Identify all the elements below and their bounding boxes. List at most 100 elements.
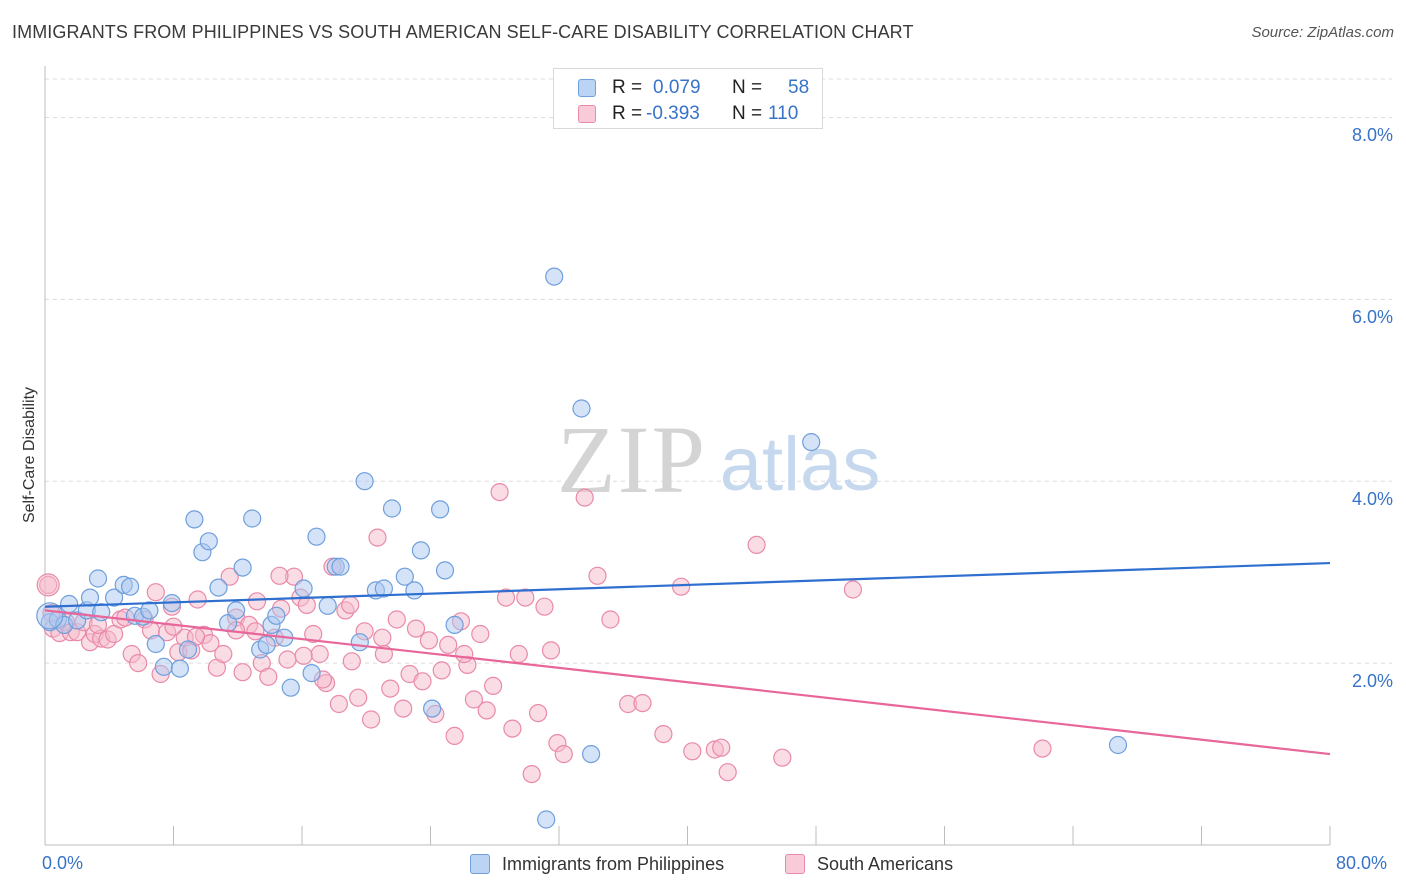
south-americans-point xyxy=(496,588,516,607)
series-legend-philippines[interactable]: Immigrants from Philippines xyxy=(470,851,724,877)
philippines-point xyxy=(199,532,218,551)
philippines-series xyxy=(36,267,1128,829)
legend-n-value: 110 xyxy=(768,103,799,124)
south-americans-point xyxy=(575,488,594,507)
philippines-point xyxy=(423,699,442,718)
south-americans-point xyxy=(387,610,406,629)
south-americans-point xyxy=(503,719,522,738)
south-americans-point xyxy=(278,650,297,669)
south-americans-point xyxy=(654,724,673,744)
south-americans-point xyxy=(394,699,413,718)
philippines-point xyxy=(302,663,321,683)
south-americans-point xyxy=(439,635,458,655)
watermark: ZIP atlas xyxy=(557,406,880,513)
south-americans-point xyxy=(146,583,165,602)
philippines-point xyxy=(170,659,189,678)
south-americans-point xyxy=(381,679,400,698)
legend-swatch-blue xyxy=(578,79,596,97)
philippines-point xyxy=(121,577,140,596)
philippines-point xyxy=(802,433,821,452)
legend-row-south-americans: R = -0.393 N = 110 xyxy=(554,101,824,127)
south-americans-point xyxy=(1033,739,1052,758)
legend-r-value: 0.079 xyxy=(653,77,701,98)
philippines-point xyxy=(307,527,326,546)
philippines-point xyxy=(59,594,79,614)
philippines-point xyxy=(227,601,246,620)
legend-n-value: 58 xyxy=(788,77,810,98)
philippines-point xyxy=(331,557,350,576)
y-tick-label: 4.0% xyxy=(1351,489,1393,510)
series-legend-south-americans[interactable]: South Americans xyxy=(785,851,953,877)
south-americans-point xyxy=(747,535,766,555)
legend-n-label: N = xyxy=(732,77,763,98)
philippines-point xyxy=(445,615,464,635)
south-americans-point xyxy=(445,726,464,746)
south-americans-point xyxy=(294,646,313,665)
philippines-point xyxy=(374,579,393,598)
philippines-point xyxy=(545,267,564,286)
philippines-point xyxy=(294,579,313,598)
south-americans-point xyxy=(528,703,548,723)
chart-title: IMMIGRANTS FROM PHILIPPINES VS SOUTH AME… xyxy=(12,22,914,42)
south-americans-point xyxy=(413,672,432,691)
south-americans-point xyxy=(310,644,329,664)
philippines-point xyxy=(80,588,100,607)
south-americans-point xyxy=(373,628,392,647)
south-americans-point xyxy=(773,748,792,767)
legend-swatch-pink xyxy=(785,854,805,874)
south-americans-point xyxy=(349,688,368,707)
philippines-point xyxy=(1108,735,1128,755)
south-americans-point xyxy=(490,483,509,502)
south-americans-point xyxy=(246,622,265,641)
philippines-point xyxy=(146,634,165,654)
philippines-point xyxy=(395,567,414,586)
philippines-point xyxy=(435,561,455,580)
philippines-point xyxy=(537,810,556,829)
south-americans-point xyxy=(671,577,691,596)
south-americans-point xyxy=(541,641,561,660)
philippines-point xyxy=(350,633,369,652)
philippines-point xyxy=(405,581,424,600)
south-americans-point xyxy=(718,763,737,782)
philippines-point xyxy=(209,578,228,597)
south-americans-point xyxy=(683,742,702,761)
south-americans-point xyxy=(477,701,496,720)
south-americans-point-large xyxy=(36,573,60,597)
south-americans-point xyxy=(535,597,554,616)
legend-label-philippines: Immigrants from Philippines xyxy=(502,853,725,874)
south-americans-point xyxy=(214,644,233,664)
south-americans-point xyxy=(712,738,731,757)
philippines-point xyxy=(411,541,430,560)
south-americans-point xyxy=(259,667,278,686)
south-americans-point xyxy=(516,588,535,607)
south-americans-point xyxy=(341,595,360,615)
legend-swatch-pink xyxy=(578,105,596,123)
philippines-point xyxy=(281,678,300,697)
correlation-legend: R = 0.079 N = 58 R = -0.393 N = 110 xyxy=(553,68,823,129)
south-americans-point xyxy=(419,631,438,650)
south-americans-point xyxy=(554,744,573,764)
south-americans-point xyxy=(633,693,652,713)
south-americans-point xyxy=(164,617,183,636)
philippines-point xyxy=(185,510,204,529)
south-americans-point xyxy=(432,661,451,680)
x-tick-label-min: 0.0% xyxy=(42,853,84,873)
legend-r-label: R = xyxy=(612,77,643,98)
south-americans-point xyxy=(843,580,863,599)
trend-lines xyxy=(44,561,1331,756)
philippines-point xyxy=(572,399,591,418)
south-americans-point xyxy=(342,652,361,671)
south-americans-point xyxy=(220,567,239,586)
south-americans-point xyxy=(188,590,207,609)
south-americans-point xyxy=(270,566,289,585)
philippines-point xyxy=(233,558,252,577)
south-americans-point xyxy=(471,624,490,644)
y-tick-label: 8.0% xyxy=(1351,125,1393,146)
south-americans-point xyxy=(522,764,541,784)
watermark-atlas: atlas xyxy=(720,422,881,507)
philippines-point-large xyxy=(36,602,64,630)
south-americans-series xyxy=(36,483,1052,784)
philippines-point xyxy=(243,509,262,528)
source-label: Source: ZipAtlas.com xyxy=(1251,24,1394,41)
